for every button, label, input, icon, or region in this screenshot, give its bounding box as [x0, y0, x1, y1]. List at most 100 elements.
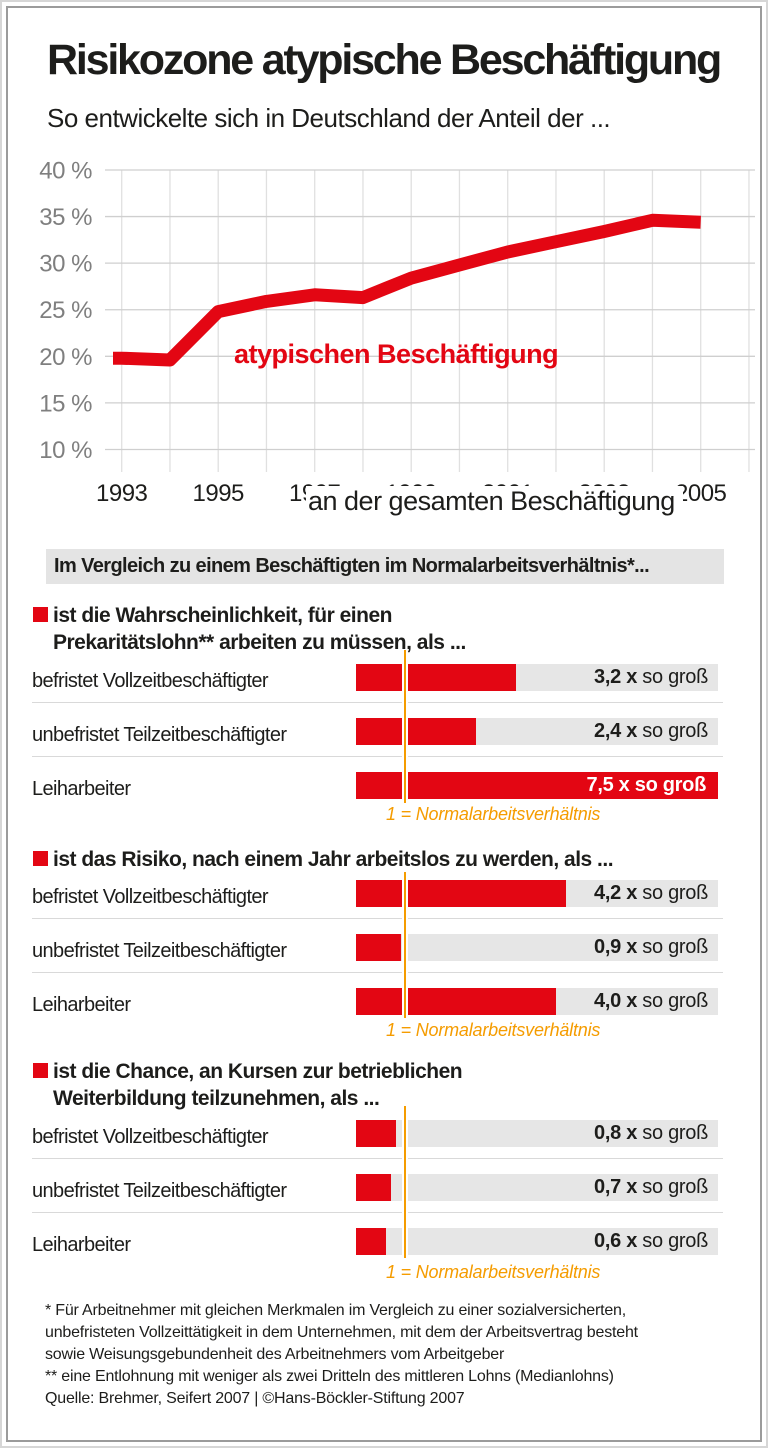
bar-value-suffix: so groß: [642, 882, 708, 904]
bar-value-label: 0,9 x so groß: [594, 934, 708, 961]
row-label: unbefristet Teilzeitbeschäftigter: [32, 940, 287, 962]
row-label: befristet Vollzeitbeschäftigter: [32, 670, 269, 692]
bar-value-suffix: so groß: [634, 774, 707, 796]
bar-value-label: 7,5 x so groß: [586, 772, 707, 799]
row-label: Leiharbeiter: [32, 994, 131, 1016]
footnotes: * Für Arbeitnehmer mit gleichen Merkmale…: [45, 1300, 745, 1410]
row-separator: [32, 972, 723, 973]
reference-line-label: 1 = Normalarbeitsverhältnis: [386, 1020, 601, 1040]
bar-value-label: 4,2 x so groß: [594, 880, 708, 907]
bar-value: 4,0 x: [594, 990, 638, 1012]
row-label: unbefristet Teilzeitbeschäftigter: [32, 724, 287, 746]
bar-value: 3,2 x: [594, 666, 638, 688]
page-subtitle: So entwickelte sich in Deutschland der A…: [47, 103, 611, 133]
section-c-title-line1: ist die Chance, an Kursen zur betrieblic…: [53, 1060, 463, 1083]
row-separator: [32, 1212, 723, 1213]
bar-teilzeit-c: [356, 1174, 391, 1201]
bar-value: 0,6 x: [594, 1230, 638, 1252]
bar-value: 2,4 x: [594, 720, 638, 742]
bar-value-suffix: so groß: [642, 1230, 708, 1252]
bar-value: 7,5 x: [586, 774, 630, 796]
svg-text:25 %: 25 %: [39, 297, 92, 324]
reference-line: [402, 650, 408, 803]
page-title: Risikozone atypische Beschäftigung: [47, 36, 722, 84]
bar-track: 2,4 x so groß: [356, 718, 718, 745]
bar-teilzeit-b: [356, 934, 401, 961]
bar-value-suffix: so groß: [642, 720, 708, 742]
bullet-square-icon: [33, 1063, 48, 1078]
bar-value-suffix: so groß: [642, 1176, 708, 1198]
bar-value-label: 0,8 x so groß: [594, 1120, 708, 1147]
reference-line: [402, 1106, 408, 1258]
bullet-square-icon: [33, 607, 48, 622]
section-a-title-line2: Prekaritätslohn** arbeiten zu müssen, al…: [53, 631, 466, 654]
line-chart: 40 %35 %30 %25 %20 %15 %10 %199319951997…: [0, 150, 768, 518]
footnote-line: sowie Weisungsgebundenheit des Arbeitneh…: [45, 1346, 505, 1363]
row-label: befristet Vollzeitbeschäftigter: [32, 886, 269, 908]
svg-text:2005: 2005: [675, 480, 727, 507]
row-label: Leiharbeiter: [32, 778, 131, 800]
line-chart-canvas: 40 %35 %30 %25 %20 %15 %10 %199319951997…: [0, 150, 768, 518]
bar-value: 0,9 x: [594, 936, 638, 958]
bar-leiharbeiter-c: [356, 1228, 386, 1255]
bar-value-suffix: so groß: [642, 666, 708, 688]
footnote-line: * Für Arbeitnehmer mit gleichen Merkmale…: [45, 1302, 626, 1319]
section-c-title: ist die Chance, an Kursen zur betrieblic…: [53, 1058, 463, 1112]
svg-text:35 %: 35 %: [39, 204, 92, 231]
section-c-title-line2: Weiterbildung teilzunehmen, als ...: [53, 1087, 380, 1110]
row-label: Leiharbeiter: [32, 1234, 131, 1256]
bar-track: 0,7 x so groß: [356, 1174, 718, 1201]
bar-value: 4,2 x: [594, 882, 638, 904]
bar-leiharbeiter-a: [356, 772, 718, 799]
bar-leiharbeiter-b: [356, 988, 556, 1015]
bar-track: 3,2 x so groß: [356, 664, 718, 691]
bar-befristet-c: [356, 1120, 396, 1147]
row-label: befristet Vollzeitbeschäftigter: [32, 1126, 269, 1148]
bar-befristet-a: [356, 664, 516, 691]
bar-value-suffix: so groß: [642, 1122, 708, 1144]
row-separator: [32, 702, 723, 703]
row-separator: [32, 918, 723, 919]
bar-value-label: 4,0 x so groß: [594, 988, 708, 1015]
bar-value-suffix: so groß: [642, 936, 708, 958]
series-label-gesamt: an der gesamten Beschäftigung: [306, 486, 683, 517]
bar-teilzeit-a: [356, 718, 476, 745]
section-b-title: ist das Risiko, nach einem Jahr arbeitsl…: [53, 846, 614, 873]
bar-track: 0,6 x so groß: [356, 1228, 718, 1255]
source-line: Quelle: Brehmer, Seifert 2007 | ©Hans-Bö…: [45, 1390, 465, 1407]
section-a-title: ist die Wahrscheinlichkeit, für einen Pr…: [53, 602, 466, 656]
bar-value-suffix: so groß: [642, 990, 708, 1012]
bar-track: 7,5 x so groß: [356, 772, 718, 799]
bar-track: 4,0 x so groß: [356, 988, 718, 1015]
footnote-line: ** eine Entlohnung mit weniger als zwei …: [45, 1368, 614, 1385]
series-label-atypisch: atypischen Beschäftigung: [234, 339, 559, 369]
bar-track: 0,9 x so groß: [356, 934, 718, 961]
row-separator: [32, 756, 723, 757]
bar-value-label: 0,6 x so groß: [594, 1228, 708, 1255]
svg-text:20 %: 20 %: [39, 344, 92, 371]
bar-befristet-b: [356, 880, 566, 907]
svg-text:40 %: 40 %: [39, 158, 92, 185]
row-label: unbefristet Teilzeitbeschäftigter: [32, 1180, 287, 1202]
bar-value-label: 3,2 x so groß: [594, 664, 708, 691]
svg-text:15 %: 15 %: [39, 390, 92, 417]
svg-text:10 %: 10 %: [39, 437, 92, 464]
comparison-header-band: Im Vergleich zu einem Beschäftigten im N…: [46, 549, 724, 584]
bar-track: 0,8 x so groß: [356, 1120, 718, 1147]
reference-line-label: 1 = Normalarbeitsverhältnis: [386, 1262, 601, 1282]
bullet-square-icon: [33, 851, 48, 866]
bar-value-label: 2,4 x so groß: [594, 718, 708, 745]
svg-text:1995: 1995: [193, 480, 245, 507]
section-b-title-line1: ist das Risiko, nach einem Jahr arbeitsl…: [53, 848, 614, 871]
bar-track: 4,2 x so groß: [356, 880, 718, 907]
section-a-title-line1: ist die Wahrscheinlichkeit, für einen: [53, 604, 392, 627]
svg-text:30 %: 30 %: [39, 251, 92, 278]
bar-value: 0,7 x: [594, 1176, 638, 1198]
comparison-header-text: Im Vergleich zu einem Beschäftigten im N…: [54, 555, 650, 577]
reference-line: [402, 872, 408, 1018]
row-separator: [32, 1158, 723, 1159]
svg-text:1993: 1993: [96, 480, 148, 507]
bar-value-label: 0,7 x so groß: [594, 1174, 708, 1201]
bar-value: 0,8 x: [594, 1122, 638, 1144]
